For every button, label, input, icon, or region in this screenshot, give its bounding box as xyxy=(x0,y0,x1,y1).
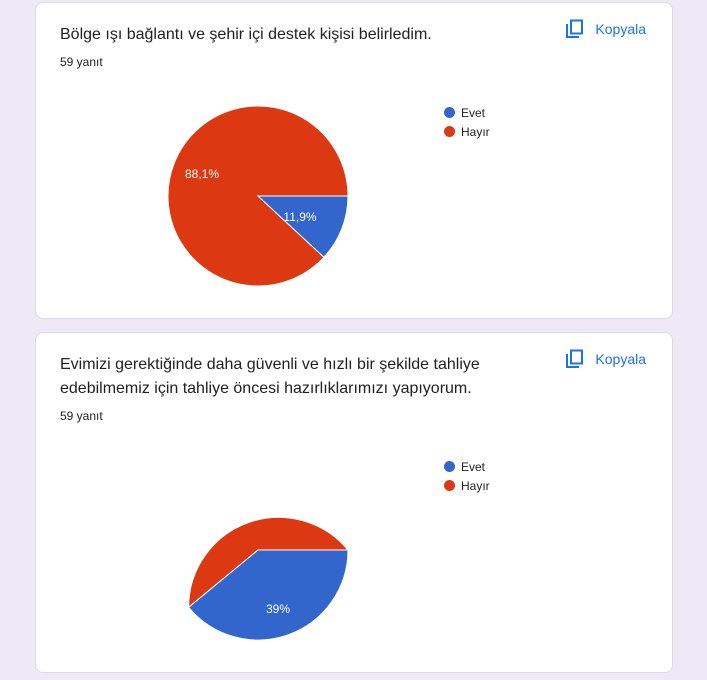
slice-evet xyxy=(187,549,349,641)
response-count: 59 yanıt xyxy=(60,55,103,69)
legend-item-hayir[interactable]: Hayır xyxy=(444,122,490,141)
label-hayir: 88,1% xyxy=(185,167,219,181)
question-card: Evimizi gerektiğinde daha güvenli ve hız… xyxy=(35,332,673,673)
copy-icon xyxy=(565,349,585,369)
copy-button[interactable]: Kopyala xyxy=(565,349,646,369)
copy-label: Kopyala xyxy=(595,351,646,367)
copy-button[interactable]: Kopyala xyxy=(565,19,646,39)
label-hayir: 61% xyxy=(228,478,252,492)
slice-hayir xyxy=(188,516,350,609)
slice-evet xyxy=(256,195,349,258)
question-title: Bölge ışı bağlantı ve şehir içi destek k… xyxy=(60,26,432,43)
legend-item-hayir[interactable]: Hayır xyxy=(444,476,490,495)
response-count: 59 yanıt xyxy=(60,409,103,423)
question-title: Evimizi gerektiğinde daha güvenli ve hız… xyxy=(60,356,480,397)
copy-label: Kopyala xyxy=(595,21,646,37)
label-evet: 39% xyxy=(266,602,290,616)
legend-dot-icon xyxy=(444,461,455,472)
legend: Evet Hayır xyxy=(444,103,490,141)
legend-dot-icon xyxy=(444,107,455,118)
legend: Evet Hayır xyxy=(444,457,490,495)
legend-dot-icon xyxy=(444,480,455,491)
question-card: Bölge ışı bağlantı ve şehir içi destek k… xyxy=(35,2,673,319)
legend-item-evet[interactable]: Evet xyxy=(444,103,490,122)
pie-chart: 11,9% 88,1% xyxy=(167,105,349,287)
label-evet: 11,9% xyxy=(283,210,316,224)
legend-item-evet[interactable]: Evet xyxy=(444,457,490,476)
pie-chart: 39% 61% xyxy=(187,478,350,641)
legend-dot-icon xyxy=(444,126,455,137)
copy-icon xyxy=(565,19,585,39)
